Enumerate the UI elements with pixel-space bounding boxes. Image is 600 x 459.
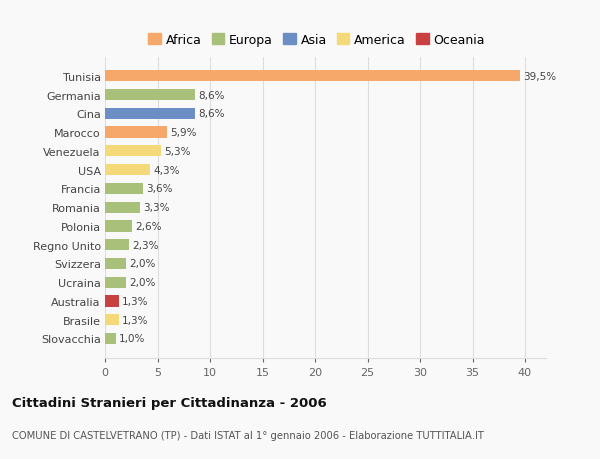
Text: 39,5%: 39,5% (523, 72, 556, 82)
Bar (105, 277, 126, 288)
Legend: Africa, Europa, Asia, America, Oceania: Africa, Europa, Asia, America, Oceania (148, 34, 485, 46)
Bar (105, 258, 126, 269)
Bar (105, 165, 150, 176)
Text: 3,3%: 3,3% (143, 203, 169, 213)
Text: 2,0%: 2,0% (129, 278, 155, 288)
Text: Cittadini Stranieri per Cittadinanza - 2006: Cittadini Stranieri per Cittadinanza - 2… (12, 396, 327, 409)
Text: 2,3%: 2,3% (133, 240, 159, 250)
Bar (105, 202, 140, 213)
Bar (105, 127, 167, 139)
Bar (105, 146, 161, 157)
Text: 2,6%: 2,6% (136, 221, 162, 231)
Text: 3,6%: 3,6% (146, 184, 172, 194)
Text: 8,6%: 8,6% (199, 109, 225, 119)
Bar (105, 71, 520, 82)
Bar (105, 183, 143, 195)
Text: 4,3%: 4,3% (154, 165, 180, 175)
Text: 1,0%: 1,0% (119, 334, 145, 344)
Text: 8,6%: 8,6% (199, 90, 225, 101)
Text: 5,9%: 5,9% (170, 128, 197, 138)
Text: COMUNE DI CASTELVETRANO (TP) - Dati ISTAT al 1° gennaio 2006 - Elaborazione TUTT: COMUNE DI CASTELVETRANO (TP) - Dati ISTA… (12, 431, 484, 440)
Bar (105, 333, 115, 344)
Bar (105, 221, 133, 232)
Bar (105, 90, 196, 101)
Text: 5,3%: 5,3% (164, 146, 190, 157)
Bar (105, 108, 196, 120)
Bar (105, 314, 119, 325)
Text: 1,3%: 1,3% (122, 315, 148, 325)
Bar (105, 240, 129, 251)
Text: 1,3%: 1,3% (122, 297, 148, 306)
Bar (105, 296, 119, 307)
Text: 2,0%: 2,0% (129, 259, 155, 269)
